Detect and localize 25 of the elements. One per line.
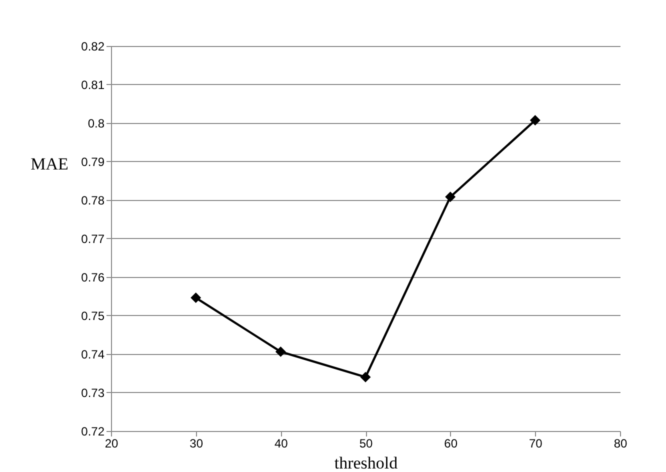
y-axis-title: MAE [30, 154, 68, 174]
y-tick-label: 0.78 [81, 194, 105, 208]
y-tick-label: 0.76 [81, 270, 105, 284]
y-tick-label: 0.77 [81, 232, 105, 246]
x-tick-label: 60 [444, 436, 458, 450]
x-tick-label: 70 [528, 436, 543, 450]
point [530, 115, 540, 126]
y-tick-label: 0.79 [81, 155, 105, 169]
point [445, 192, 456, 202]
y-tick-label: 0.73 [81, 386, 105, 400]
y-tick-label: 0.8 [88, 116, 105, 130]
x-axis-title: threshold [334, 454, 398, 472]
y-tick-label: 0.82 [81, 40, 105, 54]
x-tick-label: 40 [274, 436, 288, 450]
y-tick-label: 0.81 [81, 78, 105, 92]
x-tick-label: 80 [614, 436, 628, 450]
point [360, 372, 371, 382]
point [275, 346, 286, 357]
point [190, 292, 202, 304]
y-tick-label: 0.74 [81, 348, 105, 362]
y-tick-label: 0.72 [81, 424, 105, 438]
y-tick-label: 0.75 [81, 309, 105, 323]
x-tick-label: 50 [359, 436, 373, 450]
x-tick-label: 20 [104, 436, 118, 450]
x-tick-label: 30 [190, 436, 204, 450]
